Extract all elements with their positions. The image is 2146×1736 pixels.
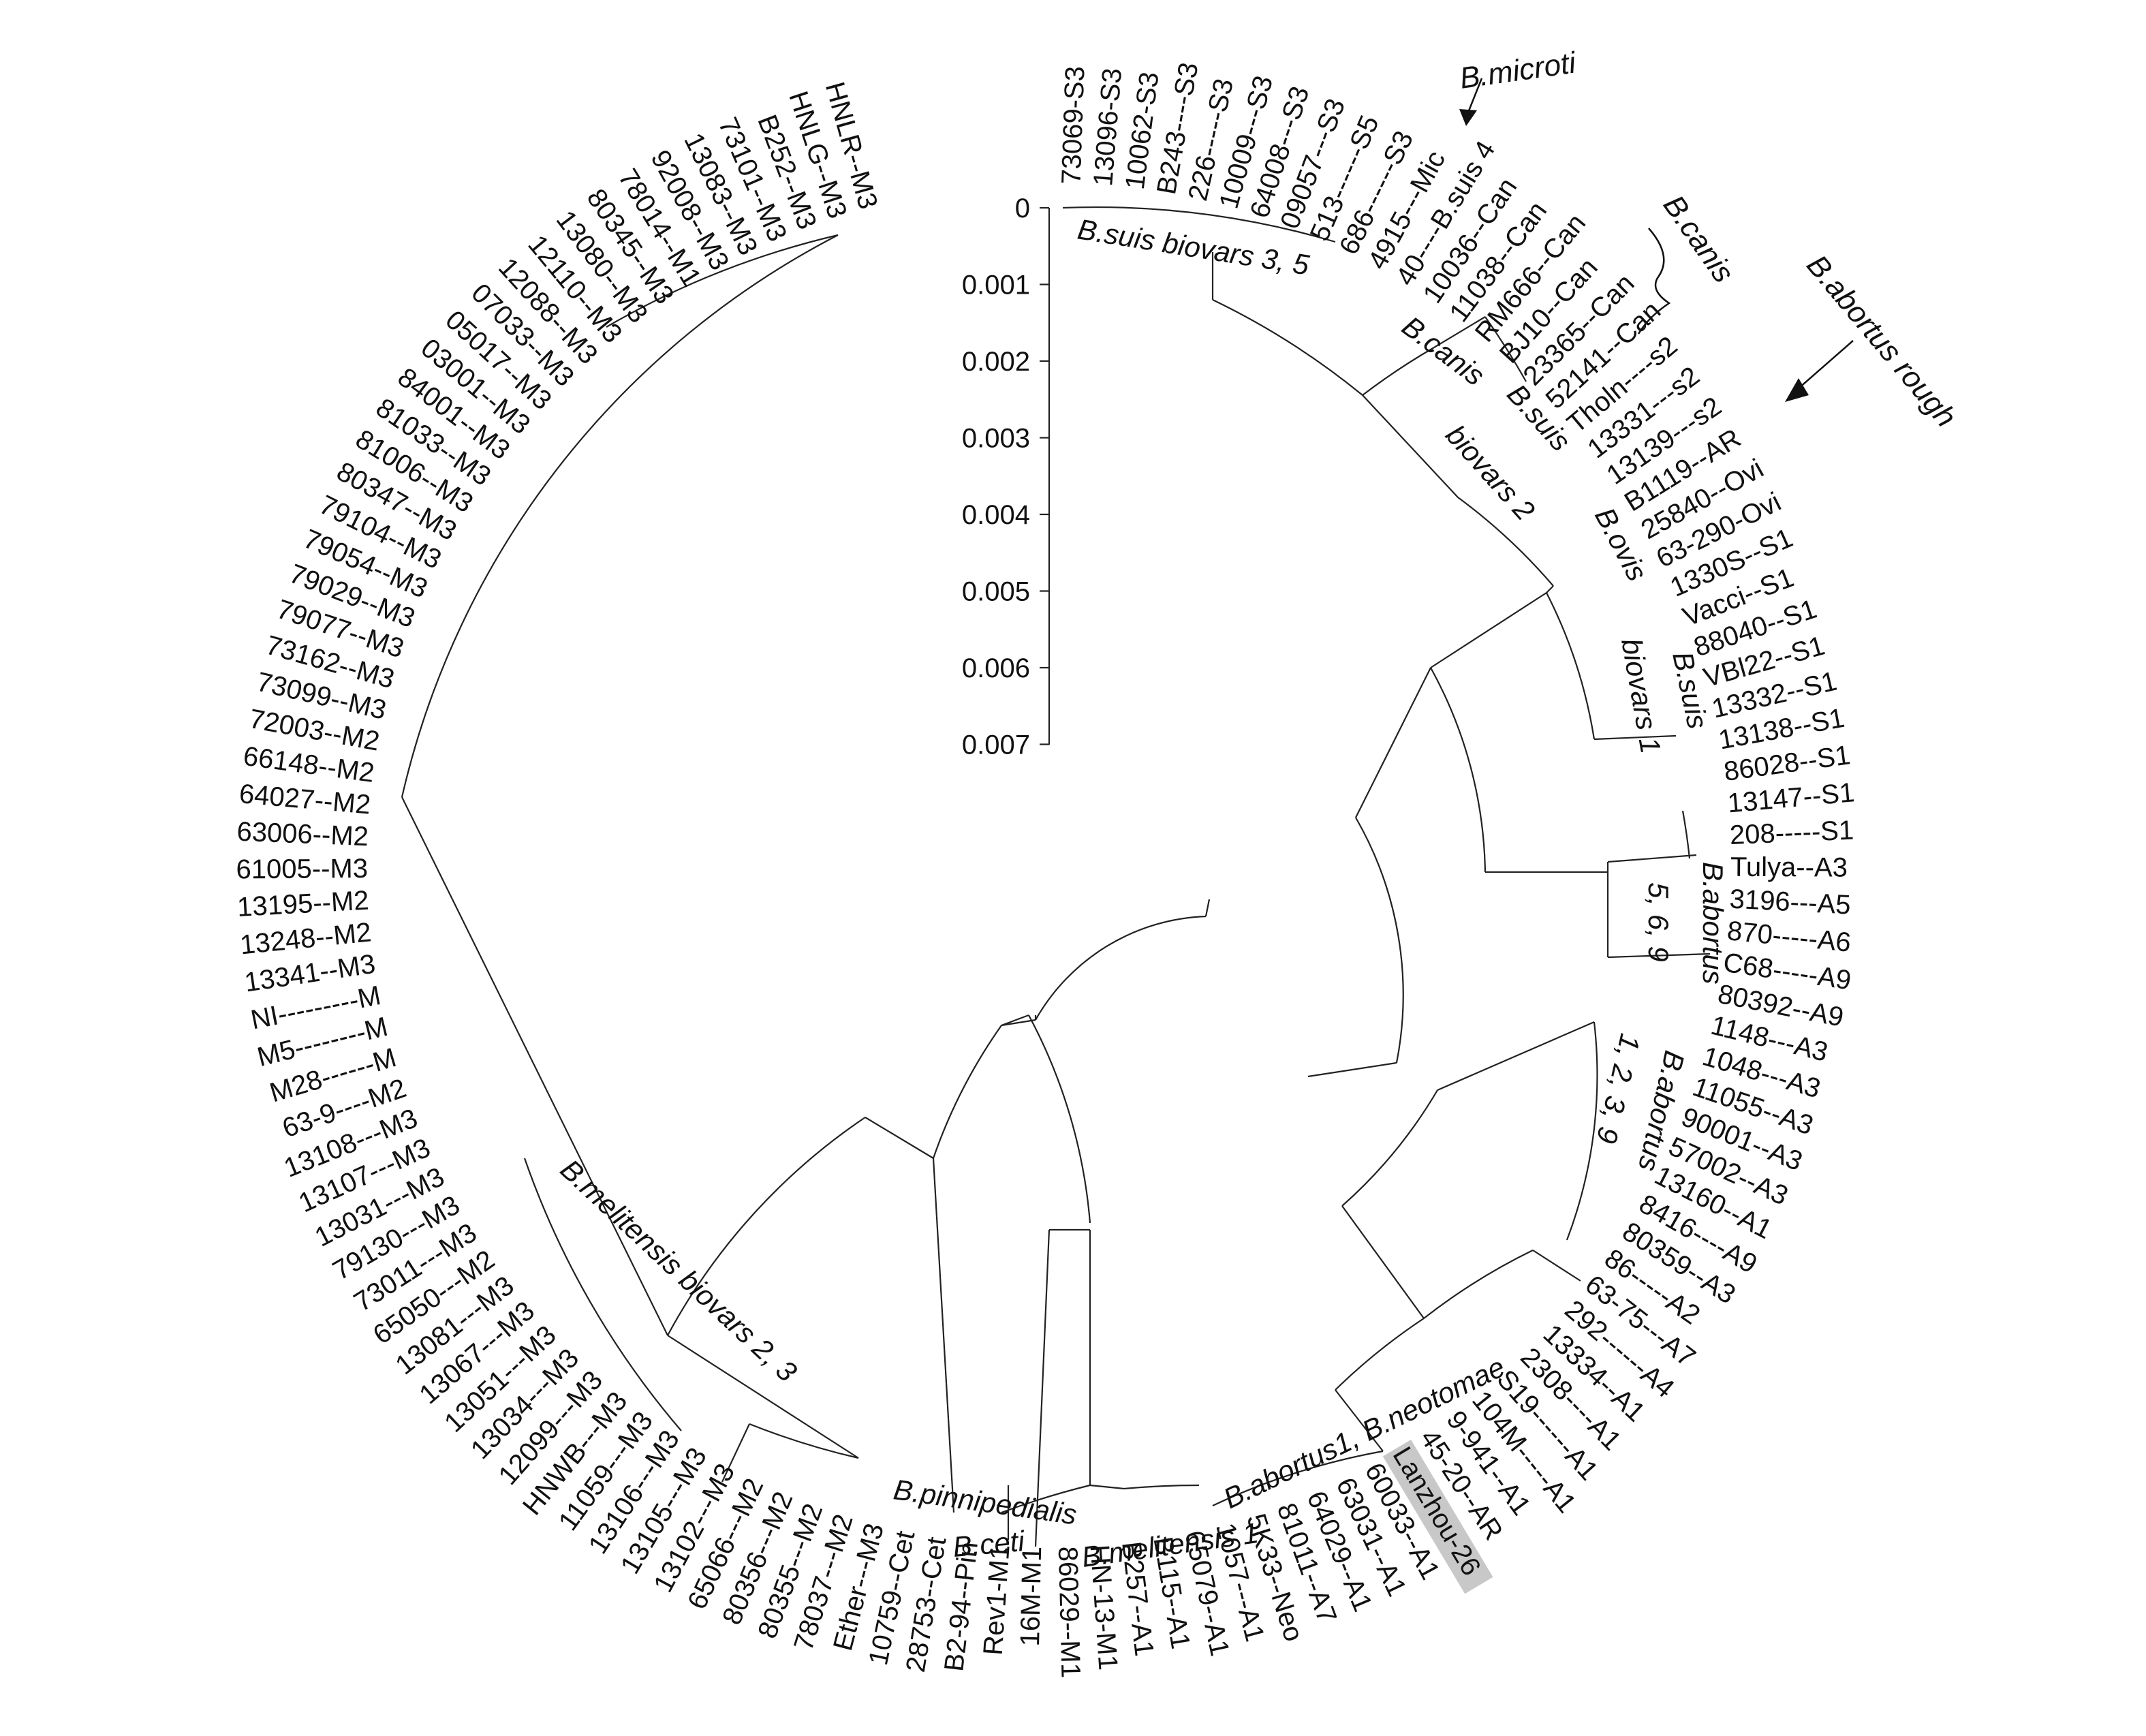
branch: [1437, 1021, 1595, 1091]
branch: [1484, 316, 1527, 382]
branch: [1123, 1484, 1200, 1490]
branch: [1457, 497, 1554, 587]
leaf-label: 63006--M2: [236, 817, 369, 852]
branch: [1546, 585, 1554, 593]
arrow-microti-head: [1459, 109, 1477, 126]
branch: [1430, 592, 1547, 668]
branch: [401, 234, 839, 798]
scale-tick-label: 0.005: [962, 577, 1030, 607]
clade-label-abortus-569: B.abortus: [1697, 862, 1729, 985]
leaf-label: Rev1-M1: [978, 1544, 1016, 1656]
branch: [865, 1117, 934, 1159]
branch: [932, 1025, 1002, 1159]
branch: [1566, 1021, 1598, 1241]
leaf-label: 61005--M3: [236, 854, 368, 884]
leaf-label: 13195--M2: [236, 886, 370, 923]
clade-label-pinnipedialis: B.pinnipedialis: [892, 1473, 1079, 1530]
scale-tick-label: 0.001: [962, 270, 1030, 300]
branch: [932, 1158, 955, 1513]
branch: [1212, 1450, 1384, 1506]
branch: [1307, 1061, 1397, 1078]
highlight-box: [1382, 1439, 1493, 1594]
arrow-abortus-rough: [1798, 340, 1854, 389]
arrow-abortus-rough-head: [1785, 378, 1809, 402]
branch: [523, 1158, 682, 1431]
branch: [1034, 1229, 1051, 1547]
branch: [1062, 206, 1336, 243]
branch: [667, 1117, 866, 1336]
scale-axis: 0 0.001 0.002 0.003 0.004 0.005 0.006 0.007: [962, 193, 1051, 760]
scale-tick-label: 0.007: [962, 730, 1030, 760]
leaf-label: 73069-S3: [1056, 65, 1090, 185]
branch: [667, 1335, 859, 1459]
scale-tick-label: 0.003: [962, 424, 1030, 454]
branch: [1546, 592, 1596, 740]
branch: [1532, 1250, 1581, 1282]
scale-tick-label: 0.004: [962, 500, 1030, 530]
branch: [1089, 1484, 1125, 1490]
branch: [1335, 1389, 1384, 1452]
scale-tick-label: 0.006: [962, 653, 1030, 683]
branch: [1341, 1205, 1425, 1319]
highlight-rect: [1382, 1439, 1493, 1594]
branch: [1204, 899, 1211, 917]
clade-label-melitensis23: B.melitensis biovars 2, 3: [555, 1153, 803, 1388]
branch: [1362, 394, 1459, 498]
annotation-abortus-rough: B.abortus rough: [1800, 249, 1963, 433]
scale-tick-label: 0: [1015, 193, 1030, 223]
branch: [1335, 1318, 1425, 1391]
leaf-label: 3196---A5: [1729, 884, 1852, 920]
branch: [1433, 316, 1486, 348]
clade-label-abortus-1239-biovars: 1, 2, 3, 9: [1590, 1031, 1647, 1147]
scale-tick-label: 0.002: [962, 347, 1030, 377]
clade-label-suis1: B.suis: [1666, 649, 1714, 732]
outer-arc: [1681, 810, 1691, 859]
annotation-canis: B.canis: [1657, 189, 1741, 289]
branch: [1362, 347, 1435, 396]
leaf-label: 208-----S1: [1729, 816, 1854, 851]
branch: [1607, 854, 1697, 863]
root-arc: [1035, 915, 1207, 1021]
branch: [1607, 952, 1711, 959]
branch: [1430, 667, 1487, 873]
clade-label-ceti: B.ceti: [952, 1525, 1027, 1563]
arrow-microti: [1467, 78, 1483, 113]
branch: [721, 1423, 750, 1483]
clade-label-abortus-569-biovars: 5, 6, 9: [1643, 882, 1675, 962]
branch: [1355, 817, 1404, 1064]
brace-canis: [1637, 228, 1671, 335]
branch: [1593, 734, 1677, 741]
leaf-label: Tulya--A3: [1730, 852, 1848, 883]
clade-label-suis2-biovars: biovars 2: [1440, 419, 1541, 527]
annotation-microti: B.microti: [1458, 46, 1579, 95]
branch: [1341, 1089, 1438, 1207]
leaf-label: 16M-M1: [1015, 1546, 1047, 1647]
branch: [1355, 667, 1431, 818]
branch: [1001, 1484, 1091, 1514]
leaf-labels: 73069-S313096-S310062-S3B243----S3226---…: [236, 60, 1856, 1678]
branch: [401, 796, 668, 1336]
outer-arc: [606, 234, 839, 328]
branch: [749, 1423, 859, 1459]
tree-branches: [401, 206, 1711, 1547]
branch: [1423, 1250, 1534, 1319]
branch: [1212, 299, 1363, 396]
branch: [1028, 1014, 1091, 1224]
leaf-label: 86029--M1: [1053, 1546, 1086, 1678]
branch: [1001, 1014, 1029, 1027]
branch: [1001, 1019, 1036, 1027]
